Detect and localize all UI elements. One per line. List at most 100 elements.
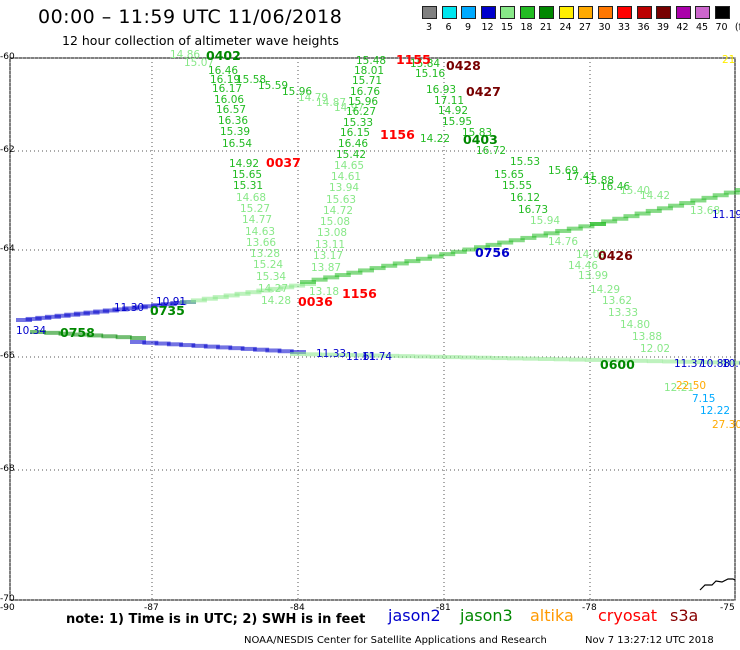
track-cluster bbox=[656, 206, 673, 211]
wave-height-value: 15.96 bbox=[282, 86, 313, 98]
wave-height-value: 15.48 bbox=[356, 55, 387, 67]
generation-timestamp: Nov 7 13:27:12 UTC 2018 bbox=[585, 635, 714, 646]
track-cluster bbox=[507, 356, 524, 361]
wave-height-value: 16.72 bbox=[476, 145, 507, 157]
legend-swatch bbox=[695, 6, 710, 19]
wave-height-value: 15.16 bbox=[415, 68, 446, 80]
track-cluster bbox=[414, 354, 431, 359]
wave-height-value: 14.97 bbox=[334, 102, 365, 114]
track-cluster bbox=[245, 290, 262, 295]
wave-height-value: 16.46 bbox=[208, 65, 239, 77]
wave-height-value: 13.33 bbox=[608, 307, 639, 319]
track-cluster bbox=[569, 357, 586, 362]
map-title: 00:00 – 11:59 UTC 11/06/2018 bbox=[38, 6, 343, 28]
track-cluster bbox=[35, 315, 52, 320]
wave-height-value: 16.06 bbox=[214, 94, 245, 106]
track-cluster bbox=[131, 305, 148, 310]
legend-value: 9 bbox=[464, 22, 472, 33]
legend-swatch bbox=[675, 6, 691, 19]
track-cluster bbox=[679, 201, 696, 206]
track-cluster bbox=[122, 306, 139, 311]
wave-height-value: 14.61 bbox=[331, 171, 362, 183]
track-cluster bbox=[190, 298, 207, 303]
track-cluster bbox=[336, 352, 353, 357]
wave-height-value: 15.71 bbox=[352, 75, 383, 87]
track-cluster bbox=[321, 352, 338, 357]
pass-time-label: 0037 bbox=[266, 155, 301, 170]
pass-time-label: 0426 bbox=[598, 248, 633, 263]
track-cluster bbox=[44, 314, 61, 319]
legend-swatch bbox=[578, 6, 593, 19]
legend-value: 42 bbox=[676, 22, 689, 33]
legend-value: 70 bbox=[715, 22, 728, 33]
plot-frame bbox=[9, 57, 736, 601]
wave-height-value: 15.63 bbox=[326, 194, 357, 206]
track-cluster bbox=[404, 259, 421, 264]
track-cluster bbox=[369, 266, 386, 271]
legend-value: 39 bbox=[656, 22, 670, 33]
track-cluster bbox=[216, 345, 233, 350]
legend-swatch bbox=[558, 6, 574, 19]
wave-height-value: 13.17 bbox=[313, 250, 344, 262]
track-cluster bbox=[485, 242, 502, 247]
track-cluster bbox=[278, 285, 295, 290]
legend-swatch bbox=[480, 6, 496, 19]
wave-height-value: 13.62 bbox=[602, 295, 633, 307]
wave-height-value: 16.54 bbox=[222, 138, 253, 150]
track-cluster bbox=[584, 357, 601, 362]
track-cluster bbox=[712, 193, 729, 198]
wave-height-value: 15.53 bbox=[510, 156, 541, 168]
wave-height-value: 11.30 bbox=[114, 302, 145, 314]
track-cluster bbox=[30, 330, 46, 334]
wave-height-value: 17.11 bbox=[434, 95, 465, 107]
legend-value: 21 bbox=[539, 22, 553, 33]
wave-height-value: 16.73 bbox=[518, 204, 549, 216]
track-cluster bbox=[645, 208, 662, 213]
wave-height-value: 15.34 bbox=[256, 271, 287, 283]
wave-height-value: 10.65 bbox=[722, 358, 740, 370]
track-cluster bbox=[735, 188, 740, 192]
track-cluster bbox=[346, 270, 363, 275]
pass-time-label: 1155 bbox=[396, 52, 431, 67]
track-cluster bbox=[180, 300, 196, 304]
track-cluster bbox=[398, 354, 415, 359]
wave-height-value: 14.63 bbox=[245, 226, 276, 238]
track-cluster bbox=[72, 332, 89, 337]
track-cluster bbox=[277, 349, 294, 354]
wave-height-value: 15.40 bbox=[620, 185, 651, 197]
track-cluster bbox=[623, 214, 640, 219]
lon-label: -75 bbox=[720, 603, 735, 613]
wave-height-value: 13.66 bbox=[246, 237, 277, 249]
lat-label: -62 bbox=[0, 145, 15, 155]
lon-label: -84 bbox=[290, 603, 305, 613]
pass-time-label: 0403 bbox=[463, 132, 498, 147]
lon-label: -81 bbox=[436, 603, 451, 613]
wave-height-value: 12.22 bbox=[700, 405, 731, 417]
track-cluster bbox=[256, 288, 273, 293]
legend-value: 45 bbox=[695, 22, 709, 33]
wave-height-value: 15.94 bbox=[530, 215, 561, 227]
track-cluster bbox=[668, 203, 685, 208]
wave-height-value: 27.30 bbox=[712, 419, 740, 431]
wave-height-value: 16.46 bbox=[600, 181, 631, 193]
track-cluster bbox=[601, 219, 618, 224]
wave-height-value: 14.92 bbox=[229, 158, 260, 170]
wave-height-value: 18.01 bbox=[354, 65, 385, 77]
wave-height-value: 15.58 bbox=[236, 74, 267, 86]
track-cluster bbox=[690, 198, 707, 203]
track-cluster bbox=[154, 341, 171, 346]
wave-height-value: 15.31 bbox=[233, 180, 264, 192]
track-cluster bbox=[590, 222, 606, 226]
legend-swatch bbox=[617, 6, 632, 19]
track-cluster bbox=[253, 347, 270, 352]
track-cluster bbox=[462, 247, 479, 252]
wave-height-value: 14.27 bbox=[258, 283, 289, 295]
track-cluster bbox=[578, 224, 595, 229]
track-cluster bbox=[300, 280, 316, 284]
track-cluster bbox=[497, 240, 514, 245]
satellite-name: altika bbox=[530, 606, 574, 625]
wave-height-value: 13.28 bbox=[250, 248, 281, 260]
track-cluster bbox=[25, 316, 42, 321]
wave-height-value: 10.88 bbox=[700, 358, 731, 370]
